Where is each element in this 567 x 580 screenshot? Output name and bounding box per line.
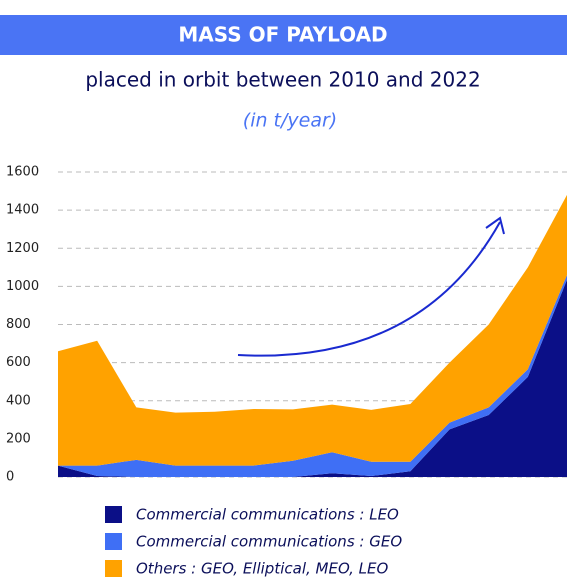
y-tick-label: 800	[6, 317, 31, 332]
y-tick-label: 400	[6, 393, 31, 408]
legend-swatch	[105, 533, 122, 550]
title-band	[0, 15, 567, 55]
legend-swatch	[105, 506, 122, 523]
y-tick-label: 1000	[6, 279, 39, 294]
legend-swatch	[105, 560, 122, 577]
chart-title: MASS OF PAYLOAD	[178, 23, 387, 47]
legend-label: Others : GEO, Elliptical, MEO, LEO	[136, 560, 389, 578]
y-tick-label: 1600	[6, 165, 39, 180]
y-tick-label: 1400	[6, 203, 39, 218]
legend-label: Commercial communications : LEO	[136, 506, 399, 524]
chart-subtitle: placed in orbit between 2010 and 2022	[85, 68, 480, 92]
y-tick-label: 0	[6, 470, 14, 485]
unit-label: (in t/year)	[243, 110, 337, 132]
y-tick-label: 200	[6, 431, 31, 446]
trend-arrow	[237, 221, 501, 357]
y-tick-label: 1200	[6, 241, 39, 256]
y-tick-label: 600	[6, 355, 31, 370]
legend-label: Commercial communications : GEO	[136, 533, 402, 551]
area	[58, 279, 567, 477]
arrow-head	[485, 216, 505, 235]
area	[58, 194, 567, 466]
